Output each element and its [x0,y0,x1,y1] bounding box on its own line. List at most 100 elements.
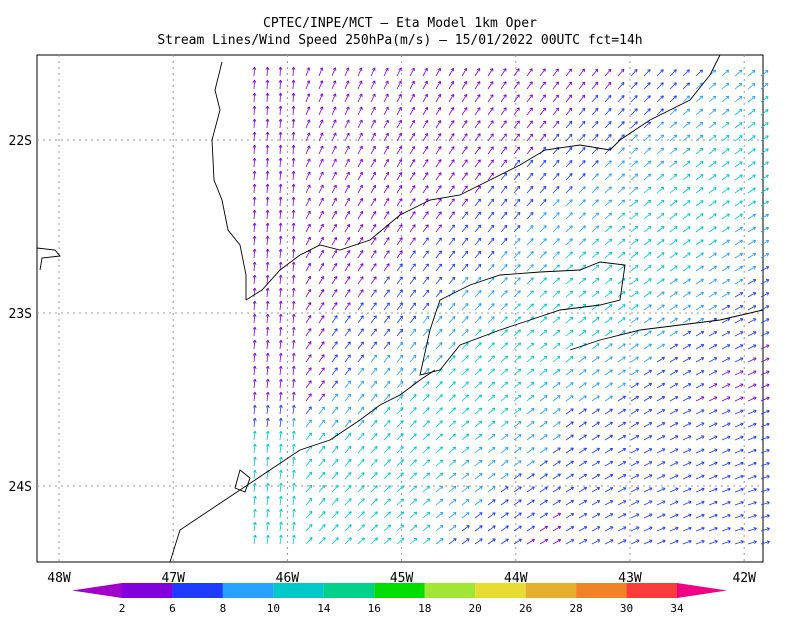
wind-arrow [305,484,313,493]
wind-arrow [383,263,390,272]
wind-arrow [669,160,678,168]
wind-arrow [643,487,653,493]
wind-arrow [669,121,678,129]
wind-arrow [721,487,731,493]
wind-arrow [448,342,456,350]
wind-arrow [252,365,257,376]
wind-arrow [760,213,770,220]
wind-arrow [669,474,679,480]
wind-arrow [760,383,770,389]
wind-arrow [630,147,638,155]
wind-arrow [604,500,614,506]
wind-arrow [409,159,416,168]
wind-arrow [305,119,311,129]
wind-arrow [656,330,665,337]
wind-arrow [682,526,692,532]
wind-arrow [370,328,377,337]
wind-arrow [331,524,339,532]
wind-arrow [370,472,378,480]
wind-arrow [409,198,416,207]
wind-arrow [318,315,325,324]
wind-arrow [435,263,443,272]
wind-arrow [487,107,494,116]
wind-arrow [370,119,376,129]
wind-arrow [643,239,652,246]
wind-arrow [331,406,339,415]
wind-arrow [656,356,665,363]
wind-arrow [435,93,442,103]
wind-arrow [760,344,770,350]
wind-arrow [500,381,509,389]
wind-arrow [265,378,270,389]
wind-arrow [344,354,351,363]
lon-label: 46W [276,571,300,586]
wind-arrow [539,499,548,506]
wind-arrow [461,120,468,129]
wind-arrow [513,329,521,337]
wind-arrow [630,225,639,233]
lon-label: 44W [504,571,528,586]
wind-arrow [578,225,586,233]
wind-arrow [708,461,718,467]
wind-arrow [474,329,482,337]
wind-arrow [461,67,468,77]
wind-arrow [448,433,457,441]
wind-arrow [487,460,496,467]
wind-arrow [292,443,296,454]
wind-arrow [539,355,548,363]
wind-arrow [617,160,625,168]
wind-arrow [422,237,429,246]
wind-arrow [513,368,522,376]
wind-arrow [292,482,296,493]
wind-arrow [474,486,483,493]
wind-arrow [409,119,415,129]
wind-arrow [695,226,704,233]
wind-arrow [617,304,626,311]
wind-arrow [708,474,718,480]
wind-arrow [526,68,533,77]
wind-arrow [656,291,665,298]
wind-arrow [747,174,756,181]
wind-arrow [734,318,744,324]
wind-arrow [409,172,416,181]
wind-arrow [435,459,444,467]
wind-arrow [383,198,390,207]
wind-arrow [266,508,270,519]
wind-arrow [734,527,744,532]
wind-arrow [396,185,403,194]
wind-arrow [448,472,457,480]
wind-arrow [487,250,495,259]
wind-arrow [448,446,457,454]
wind-arrow [539,303,548,311]
wind-arrow [500,499,509,506]
wind-arrow [318,223,324,233]
wind-arrow [422,459,430,467]
wind-arrow [734,82,743,90]
graticule [37,55,763,562]
wind-arrow [448,80,455,90]
wind-arrow [318,236,324,246]
wind-arrow [513,473,522,480]
wind-arrow [630,513,640,519]
wind-arrow [578,212,586,220]
wind-arrow [278,326,283,337]
wind-arrow [552,382,561,389]
wind-arrow [409,263,416,272]
wind-arrow [565,499,575,506]
wind-arrow [552,251,560,259]
wind-arrow [461,224,469,233]
wind-arrow [682,513,692,519]
wind-arrow [448,315,456,324]
wind-arrow [344,106,350,116]
wind-arrow [344,419,352,428]
wind-arrow [487,224,495,233]
wind-arrow [422,498,431,506]
wind-arrow [591,251,600,259]
wind-arrow [708,513,718,519]
wind-arrow [291,92,296,103]
wind-arrow [552,395,561,402]
wind-arrow [617,526,627,532]
wind-arrow [265,66,270,77]
wind-arrow [552,329,561,337]
wind-arrow [344,367,351,376]
